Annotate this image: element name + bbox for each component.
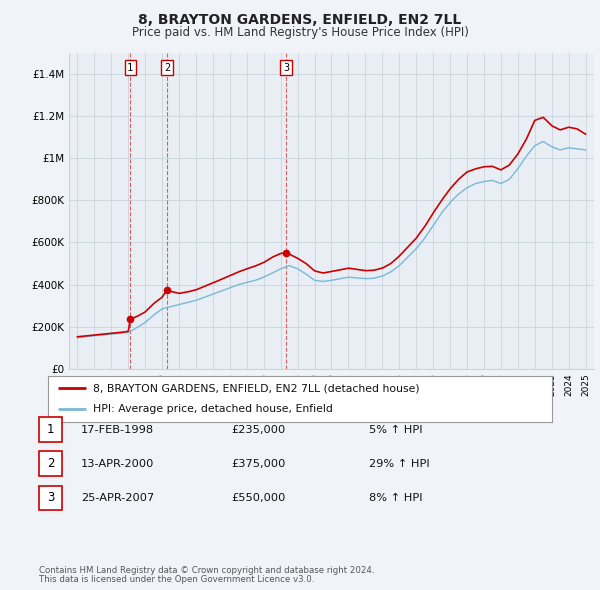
- Text: 1: 1: [47, 423, 54, 436]
- Text: 29% ↑ HPI: 29% ↑ HPI: [369, 459, 430, 468]
- Text: 2: 2: [164, 63, 170, 73]
- Text: 3: 3: [47, 491, 54, 504]
- Text: £550,000: £550,000: [231, 493, 286, 503]
- Text: 13-APR-2000: 13-APR-2000: [81, 459, 154, 468]
- Text: Price paid vs. HM Land Registry's House Price Index (HPI): Price paid vs. HM Land Registry's House …: [131, 26, 469, 39]
- Text: HPI: Average price, detached house, Enfield: HPI: Average price, detached house, Enfi…: [94, 404, 333, 414]
- Text: 2: 2: [47, 457, 54, 470]
- Text: Contains HM Land Registry data © Crown copyright and database right 2024.: Contains HM Land Registry data © Crown c…: [39, 566, 374, 575]
- Text: 17-FEB-1998: 17-FEB-1998: [81, 425, 154, 434]
- Text: 8, BRAYTON GARDENS, ENFIELD, EN2 7LL: 8, BRAYTON GARDENS, ENFIELD, EN2 7LL: [139, 13, 461, 27]
- Text: This data is licensed under the Open Government Licence v3.0.: This data is licensed under the Open Gov…: [39, 575, 314, 584]
- Text: 25-APR-2007: 25-APR-2007: [81, 493, 154, 503]
- Text: £235,000: £235,000: [231, 425, 285, 434]
- Text: 8% ↑ HPI: 8% ↑ HPI: [369, 493, 422, 503]
- Text: 1: 1: [127, 63, 133, 73]
- Text: 8, BRAYTON GARDENS, ENFIELD, EN2 7LL (detached house): 8, BRAYTON GARDENS, ENFIELD, EN2 7LL (de…: [94, 384, 420, 394]
- Text: 5% ↑ HPI: 5% ↑ HPI: [369, 425, 422, 434]
- Text: 3: 3: [283, 63, 289, 73]
- Text: £375,000: £375,000: [231, 459, 286, 468]
